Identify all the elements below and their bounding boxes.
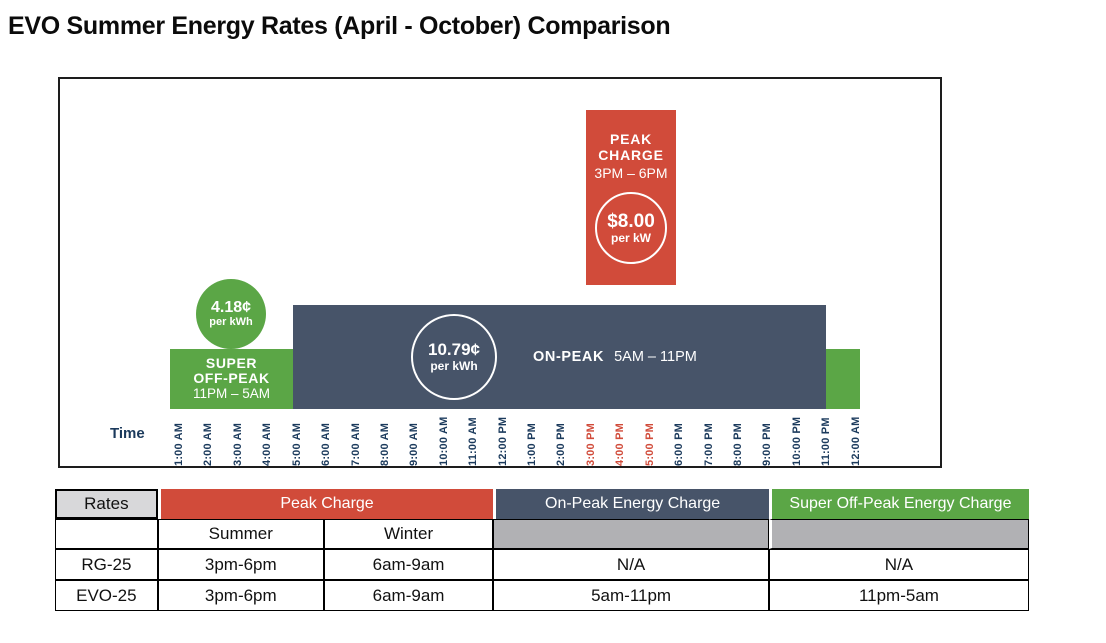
super-off-peak-hours: 11PM – 5AM — [192, 386, 271, 401]
table-cell: EVO-25 — [55, 580, 158, 611]
time-tick: 10:00 AM — [437, 416, 450, 467]
super-off-peak-label-line2: OFF-PEAK — [193, 370, 270, 386]
table-cell: N/A — [493, 549, 769, 580]
time-tick: 12:00 PM — [496, 416, 509, 466]
table-header-rates: Rates — [55, 489, 158, 519]
time-tick: 1:00 AM — [173, 422, 185, 466]
table-header-on-peak: On-Peak Energy Charge — [493, 489, 769, 519]
super-off-peak-rate-unit: per kWh — [209, 316, 253, 328]
time-tick: 10:00 PM — [790, 416, 803, 466]
table-cell: 6am-9am — [323, 580, 494, 611]
on-peak-label: ON-PEAK 5AM – 11PM — [533, 349, 697, 365]
time-tick: 1:00 PM — [526, 423, 539, 466]
time-tick: 11:00 AM — [467, 417, 480, 466]
table-header-super-off-peak: Super Off-Peak Energy Charge — [768, 489, 1029, 519]
time-tick: 9:00 AM — [408, 422, 421, 466]
time-tick: 6:00 AM — [320, 422, 333, 466]
on-peak-rate-unit: per kWh — [430, 359, 478, 373]
time-tick: 4:00 AM — [261, 422, 274, 466]
time-tick: 9:00 PM — [761, 423, 774, 466]
time-tick: 6:00 PM — [673, 423, 686, 466]
peak-charge-title-line1: PEAK — [609, 131, 653, 147]
time-tick: 11:00 PM — [820, 417, 833, 466]
rates-table: Rates Peak Charge On-Peak Energy Charge … — [55, 489, 1029, 611]
peak-charge-box: PEAK CHARGE 3PM – 6PM $8.00 per kW — [586, 110, 676, 285]
time-tick: 5:00 AM — [290, 422, 303, 466]
peak-charge-price: $8.00 — [607, 210, 655, 232]
super-off-peak-bar: SUPER OFF-PEAK 11PM – 5AM — [170, 349, 293, 409]
table-row: EVO-25 3pm-6pm 6am-9am 5am-11pm 11pm-5am — [55, 580, 1029, 611]
on-peak-rate-circle: 10.79¢ per kWh — [411, 314, 497, 400]
rate-schedule-chart: PEAK CHARGE 3PM – 6PM $8.00 per kW 10.79… — [58, 77, 942, 468]
time-tick: 12:00 AM — [849, 416, 862, 467]
table-cell: 3pm-6pm — [157, 549, 324, 580]
time-tick: 7:00 AM — [349, 422, 362, 466]
time-tick: 3:00 AM — [231, 422, 244, 466]
table-header-peak-charge: Peak Charge — [157, 489, 494, 519]
table-subheader-empty — [55, 519, 158, 549]
on-peak-label-hours: 5AM – 11PM — [614, 349, 697, 365]
time-tick: 2:00 AM — [202, 422, 215, 466]
time-tick: 7:00 PM — [702, 423, 715, 466]
super-off-peak-bar-late — [826, 349, 860, 409]
table-subheader-winter: Winter — [323, 519, 494, 549]
peak-charge-price-circle: $8.00 per kW — [595, 192, 667, 264]
table-cell: RG-25 — [55, 549, 158, 580]
super-off-peak-label-line1: SUPER — [205, 355, 258, 371]
time-tick: 4:00 PM — [614, 423, 627, 466]
table-subheader-onpeak-filler — [493, 519, 769, 549]
table-cell: 6am-9am — [323, 549, 494, 580]
page-title: EVO Summer Energy Rates (April - October… — [8, 12, 671, 40]
time-axis-ticks: 1:00 AM 2:00 AM 3:00 AM 4:00 AM 5:00 AM 6:00 … — [170, 412, 876, 467]
time-tick: 8:00 AM — [378, 422, 391, 466]
table-subheader-super-filler — [768, 519, 1029, 549]
on-peak-bar: 10.79¢ per kWh ON-PEAK 5AM – 11PM — [293, 305, 826, 409]
table-cell: N/A — [768, 549, 1029, 580]
on-peak-label-name: ON-PEAK — [533, 349, 605, 365]
peak-charge-title-line2: CHARGE — [598, 147, 664, 163]
table-subheader-row: Summer Winter — [55, 519, 1029, 549]
time-tick: 8:00 PM — [732, 423, 745, 466]
peak-charge-hours: 3PM – 6PM — [594, 165, 668, 181]
table-subheader-summer: Summer — [157, 519, 324, 549]
time-tick: 2:00 PM — [555, 423, 568, 466]
table-body: RG-25 3pm-6pm 6am-9am N/A N/A EVO-25 3pm-6pm 6a… — [55, 549, 1029, 611]
table-header-row: Rates Peak Charge On-Peak Energy Charge … — [55, 489, 1029, 519]
peak-charge-price-unit: per kW — [610, 230, 651, 245]
time-tick: 5:00 PM — [643, 423, 656, 466]
time-tick: 3:00 PM — [584, 423, 597, 466]
on-peak-rate: 10.79¢ — [428, 340, 480, 359]
table-cell: 11pm-5am — [768, 580, 1029, 611]
super-off-peak-rate-circle: 4.18¢ per kWh — [196, 279, 266, 349]
table-cell: 5am-11pm — [493, 580, 769, 611]
table-row: RG-25 3pm-6pm 6am-9am N/A N/A — [55, 549, 1029, 580]
table-cell: 3pm-6pm — [157, 580, 324, 611]
time-axis-label: Time — [110, 425, 145, 442]
super-off-peak-rate: 4.18¢ — [210, 299, 252, 316]
